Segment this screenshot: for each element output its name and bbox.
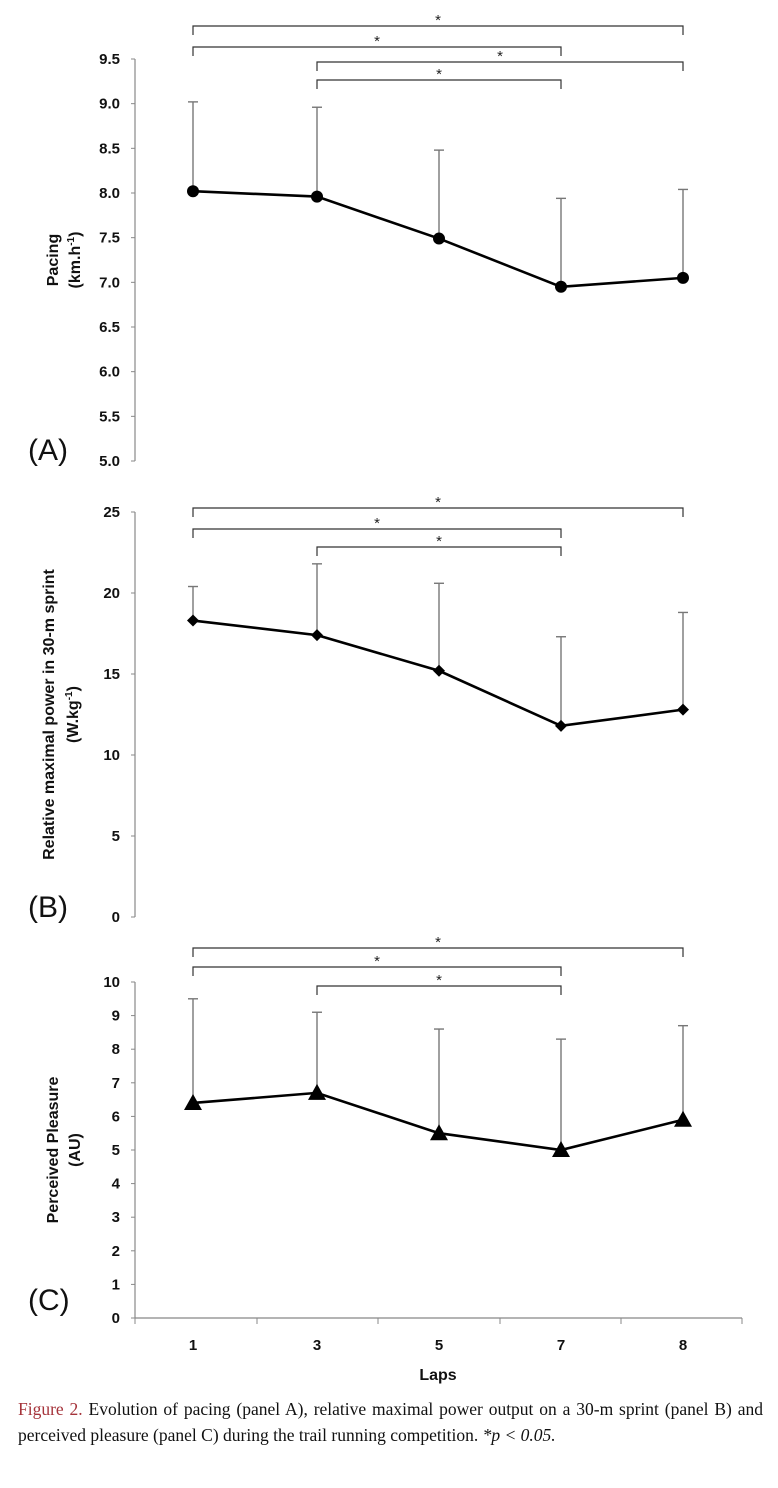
significance-star: * — [436, 972, 442, 989]
y-axis-label: Relative maximal power in 30-m sprint — [41, 568, 58, 859]
panel-label: (A) — [28, 434, 68, 467]
y-tick-label: 2 — [112, 1243, 120, 1260]
panel-label: (C) — [28, 1284, 70, 1317]
significance-bracket — [316, 79, 562, 89]
y-axis-unit: (km.h-1) — [66, 232, 84, 289]
data-point — [433, 664, 445, 677]
y-tick-label: 5 — [112, 828, 120, 845]
y-tick-label: 8.5 — [99, 140, 120, 157]
y-tick-label: 3 — [112, 1209, 120, 1226]
y-tick-label: 0 — [112, 909, 120, 926]
data-point — [552, 1141, 570, 1157]
x-axis-label: Laps — [419, 1367, 456, 1384]
significance-bracket — [192, 507, 684, 517]
significance-star: * — [436, 533, 442, 550]
data-point — [311, 629, 323, 642]
x-tick-label: 1 — [189, 1337, 197, 1354]
data-point — [677, 271, 689, 284]
y-tick-label: 4 — [112, 1176, 121, 1193]
y-axis-unit: (W.kg-1) — [64, 686, 82, 743]
y-tick-label: 9.5 — [99, 51, 120, 68]
data-point — [555, 719, 567, 732]
data-point — [184, 1093, 202, 1110]
data-point — [308, 1083, 326, 1100]
figure-caption: Figure 2. Evolution of pacing (panel A),… — [18, 1396, 763, 1448]
y-tick-label: 10 — [103, 747, 120, 764]
significance-star: * — [435, 12, 441, 29]
y-tick-label: 1 — [112, 1276, 120, 1293]
y-tick-label: 10 — [103, 974, 120, 991]
y-tick-label: 6.5 — [99, 319, 120, 336]
y-tick-label: 9 — [112, 1008, 120, 1025]
y-axis-label: Pacing — [45, 234, 62, 286]
data-point — [677, 703, 689, 716]
caption-note: *p < 0.05. — [482, 1425, 556, 1445]
y-tick-label: 7 — [112, 1075, 120, 1092]
y-tick-label: 0 — [112, 1310, 120, 1327]
significance-star: * — [374, 953, 380, 970]
y-tick-label: 5.5 — [99, 408, 120, 425]
significance-star: * — [374, 515, 380, 532]
data-point — [187, 614, 199, 627]
y-axis-unit: (AU) — [67, 1133, 84, 1167]
figure-chart: 5.0 5.5 6.0 6.5 7.0 7.5 8.0 8.5 9.0 9.5 Pacing (km.… — [28, 12, 743, 1384]
significance-star: * — [374, 33, 380, 50]
significance-bracket — [192, 46, 562, 56]
significance-bracket — [192, 947, 684, 957]
significance-bracket — [316, 61, 684, 71]
significance-bracket — [316, 985, 562, 995]
panel-label: (B) — [28, 891, 68, 924]
significance-star: * — [497, 48, 503, 65]
y-axis-label: Perceived Pleasure — [45, 1077, 62, 1224]
y-tick-label: 6.0 — [99, 364, 120, 381]
data-point — [674, 1110, 692, 1127]
y-tick-label: 6 — [112, 1108, 120, 1125]
series-line — [192, 1091, 684, 1152]
y-tick-label: 20 — [103, 585, 120, 602]
significance-star: * — [435, 934, 441, 951]
y-tick-label: 15 — [103, 666, 120, 683]
x-tick-label: 3 — [313, 1337, 321, 1354]
y-tick-label: 9.0 — [99, 96, 120, 113]
significance-bracket — [192, 528, 562, 538]
data-point — [430, 1124, 448, 1141]
caption-text: Evolution of pacing (panel A), relative … — [18, 1399, 763, 1445]
data-point — [433, 232, 445, 245]
x-tick-label: 5 — [435, 1337, 443, 1354]
y-tick-label: 8.0 — [99, 185, 120, 202]
significance-bracket — [192, 25, 684, 35]
x-tick-label: 8 — [679, 1337, 687, 1354]
y-tick-label: 25 — [103, 504, 120, 521]
y-tick-label: 8 — [112, 1041, 120, 1058]
y-tick-label: 7.0 — [99, 274, 120, 291]
y-tick-label: 5.0 — [99, 453, 120, 470]
data-point — [187, 185, 199, 198]
significance-star: * — [435, 494, 441, 511]
significance-star: * — [436, 66, 442, 83]
significance-bracket — [192, 966, 562, 976]
data-point — [311, 190, 323, 203]
y-tick-label: 7.5 — [99, 230, 120, 247]
y-tick-label: 5 — [112, 1142, 120, 1159]
significance-bracket — [316, 546, 562, 556]
x-tick-label: 7 — [557, 1337, 565, 1354]
caption-figure-label: Figure 2. — [18, 1399, 83, 1419]
data-point — [555, 280, 567, 293]
